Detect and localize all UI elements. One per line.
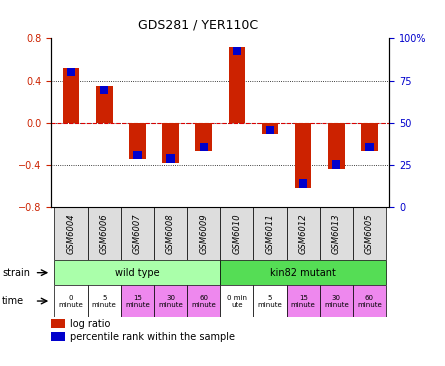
Bar [187,207,220,260]
Bar [51,332,65,341]
Text: strain: strain [2,268,30,278]
Bar [195,123,212,151]
Bar [287,285,320,317]
Bar [121,285,154,317]
Bar [287,207,320,260]
Text: log ratio: log ratio [70,319,110,329]
Bar [129,123,146,160]
Bar [229,47,245,123]
Bar [299,179,307,188]
Text: 0
minute: 0 minute [59,295,84,307]
Bar [266,126,274,134]
Text: wild type: wild type [115,268,160,278]
Text: GSM6004: GSM6004 [67,213,76,254]
Bar [220,285,254,317]
Text: 15
minute: 15 minute [291,295,316,307]
Bar [154,207,187,260]
Text: 60
minute: 60 minute [357,295,382,307]
Text: GSM6007: GSM6007 [133,213,142,254]
Text: GSM6011: GSM6011 [266,213,275,254]
Bar [88,207,121,260]
Bar [220,260,386,285]
Bar [328,123,344,169]
Bar [199,143,208,151]
Text: GSM6006: GSM6006 [100,213,109,254]
Bar [54,260,220,285]
Bar [233,47,241,55]
Text: 30
minute: 30 minute [158,295,183,307]
Text: GSM6010: GSM6010 [232,213,241,254]
Text: 5
minute: 5 minute [258,295,283,307]
Text: 0 min
ute: 0 min ute [227,295,247,307]
Bar [353,285,386,317]
Bar [63,68,79,123]
Bar [320,285,353,317]
Bar [88,285,121,317]
Bar [295,123,312,188]
Text: GDS281 / YER110C: GDS281 / YER110C [138,18,258,31]
Text: GSM6012: GSM6012 [299,213,307,254]
Bar [332,160,340,169]
Bar [121,207,154,260]
Bar [220,207,254,260]
Text: GSM6005: GSM6005 [365,213,374,254]
Bar [96,86,113,123]
Bar [254,207,287,260]
Text: 60
minute: 60 minute [191,295,216,307]
Text: 5
minute: 5 minute [92,295,117,307]
Bar [54,207,88,260]
Bar [262,123,278,134]
Bar [361,123,378,151]
Text: percentile rank within the sample: percentile rank within the sample [70,332,235,341]
Text: 15
minute: 15 minute [125,295,150,307]
Bar [365,143,374,151]
Text: kin82 mutant: kin82 mutant [270,268,336,278]
Text: time: time [2,296,24,306]
Bar [67,68,75,76]
Bar [154,285,187,317]
Text: GSM6009: GSM6009 [199,213,208,254]
Bar [320,207,353,260]
Text: GSM6008: GSM6008 [166,213,175,254]
Bar [162,123,179,163]
Bar [100,86,109,94]
Bar [166,154,175,163]
Bar [187,285,220,317]
Bar [133,151,142,160]
Bar [51,319,65,328]
Text: GSM6013: GSM6013 [332,213,341,254]
Bar [54,285,88,317]
Bar [353,207,386,260]
Text: 30
minute: 30 minute [324,295,349,307]
Bar [254,285,287,317]
